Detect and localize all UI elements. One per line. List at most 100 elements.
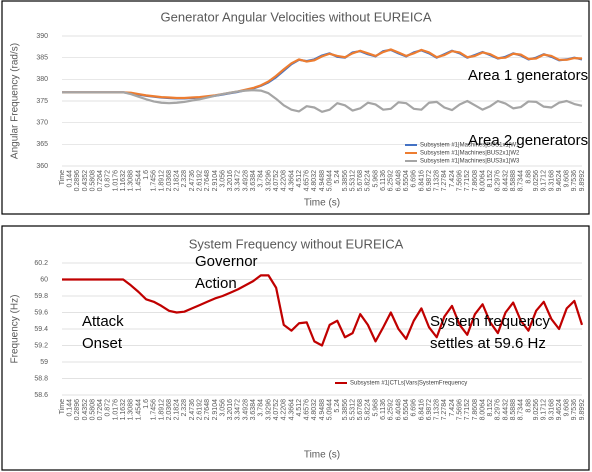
x-tick-label: 4.3664	[288, 399, 295, 421]
x-tick-label: 2.328	[181, 399, 188, 417]
x-tick-label: 0.872	[105, 399, 112, 417]
x-tick-label: 9.608	[564, 170, 571, 188]
x-tick-label: 6.1136	[380, 170, 387, 191]
annotation: Onset	[82, 335, 123, 352]
x-tick-label: 4.6576	[304, 399, 311, 421]
x-tick-label: 8.0064	[479, 170, 486, 192]
x-tick-label: 6.696	[411, 170, 418, 188]
x-tick-label: 9.4624	[556, 399, 563, 421]
x-tick-label: 6.2592	[388, 399, 395, 421]
x-tick-label: 8.0064	[479, 399, 486, 421]
x-tick-label: 9.1712	[541, 170, 548, 192]
x-tick-label: 3.2016	[227, 399, 234, 421]
x-tick-label: 6.9872	[426, 399, 433, 421]
x-tick-label: 1.6	[143, 399, 150, 409]
x-tick-label: 9.8992	[579, 399, 586, 421]
x-tick-label: 3.3472	[235, 399, 242, 421]
y-tick-label: 59	[40, 359, 48, 366]
x-tick-label: 6.5504	[403, 399, 410, 421]
x-tick-label: 2.1824	[174, 170, 181, 192]
x-tick-label: Time	[59, 170, 66, 185]
x-tick-label: 2.1824	[174, 399, 181, 421]
x-tick-label: 0.144	[66, 399, 73, 417]
line-series	[62, 48, 583, 100]
annotation: settles at 59.6 Hz	[430, 335, 546, 352]
x-tick-label: 4.2208	[281, 399, 288, 421]
x-tick-label: 4.0752	[273, 399, 280, 421]
x-tick-label: 6.8416	[418, 170, 425, 192]
x-tick-label: 3.056	[219, 399, 226, 417]
chart-title: Generator Angular Velocities without EUR…	[161, 9, 432, 24]
x-tick-label: 9.1712	[541, 399, 548, 421]
x-tick-label: 4.9488	[319, 399, 326, 421]
annotation: System frequency	[430, 313, 551, 330]
x-tick-label: 8.7344	[518, 170, 525, 192]
x-tick-label: 3.6384	[250, 170, 257, 192]
x-tick-label: 0.5808	[89, 170, 96, 192]
line-series	[62, 89, 583, 113]
x-tick-label: 5.8224	[365, 399, 372, 421]
x-tick-label: 2.9104	[212, 170, 219, 192]
annotation: Governor	[195, 253, 258, 270]
x-tick-label: 2.7648	[204, 170, 211, 192]
x-tick-label: 5.6768	[357, 170, 364, 192]
x-tick-label: 9.4624	[556, 170, 563, 192]
x-axis-label: Time (s)	[304, 198, 340, 209]
annotation: Attack	[82, 313, 124, 330]
x-tick-label: 7.1328	[434, 399, 441, 421]
x-tick-label: 7.424	[449, 170, 456, 188]
x-tick-label: 3.6384	[250, 399, 257, 421]
x-tick-label: 5.3856	[342, 399, 349, 421]
x-tick-label: 5.968	[372, 170, 379, 188]
x-tick-label: 2.328	[181, 170, 188, 188]
x-tick-label: 1.7456	[151, 170, 158, 192]
x-tick-label: 4.8032	[311, 399, 318, 421]
x-tick-label: 3.784	[258, 399, 265, 417]
x-tick-label: 0.2896	[74, 399, 81, 421]
x-tick-label: 5.3856	[342, 170, 349, 192]
x-tick-label: 6.1136	[380, 399, 387, 420]
x-tick-label: 7.1328	[434, 170, 441, 192]
y-axis-label: Angular Frequency (rad/s)	[10, 43, 21, 159]
x-tick-label: 2.4736	[189, 399, 196, 421]
x-tick-label: 0.4352	[82, 399, 89, 421]
x-tick-label: 2.9104	[212, 399, 219, 421]
x-tick-label: 4.3664	[288, 170, 295, 192]
x-tick-label: 4.9488	[319, 170, 326, 192]
annotation: Area 1 generators	[468, 67, 588, 84]
x-tick-label: 7.7152	[464, 399, 471, 421]
x-tick-label: 6.9872	[426, 170, 433, 192]
x-tick-label: 8.152	[487, 399, 494, 417]
x-tick-label: 9.0256	[533, 170, 540, 192]
line-series	[62, 274, 584, 347]
y-tick-label: 365	[36, 141, 48, 148]
y-tick-label: 59.8	[34, 293, 48, 300]
x-tick-label: 7.424	[449, 399, 456, 417]
x-tick-label: 8.5888	[510, 399, 517, 421]
x-tick-label: 2.6192	[196, 399, 203, 421]
legend-label: Subsystem #1|CTLs|Vars|SystemFrequency	[350, 381, 467, 387]
y-tick-label: 380	[36, 76, 48, 83]
x-tick-label: 8.2976	[495, 399, 502, 421]
x-tick-label: 5.8224	[365, 170, 372, 192]
x-tick-label: 1.8912	[158, 399, 165, 421]
x-tick-label: Time	[59, 399, 66, 414]
y-axis-label: Frequency (Hz)	[10, 295, 21, 364]
x-tick-label: 4.6576	[304, 170, 311, 192]
x-tick-label: 8.152	[487, 170, 494, 188]
x-tick-label: 0.2896	[74, 170, 81, 192]
x-tick-label: 3.784	[258, 170, 265, 188]
chart-frame	[1, 0, 590, 215]
x-tick-label: 5.0944	[326, 399, 333, 421]
x-tick-label: 3.056	[219, 170, 226, 188]
x-tick-label: 4.512	[296, 399, 303, 417]
x-tick-label: 8.88	[525, 399, 532, 413]
x-tick-label: 1.8912	[158, 170, 165, 192]
x-tick-label: 2.4736	[189, 170, 196, 192]
y-tick-label: 375	[36, 98, 48, 105]
x-tick-label: 2.7648	[204, 399, 211, 421]
x-tick-label: 9.3168	[548, 399, 555, 421]
x-tick-label: 8.5888	[510, 170, 517, 192]
x-tick-label: 2.0368	[166, 399, 173, 421]
